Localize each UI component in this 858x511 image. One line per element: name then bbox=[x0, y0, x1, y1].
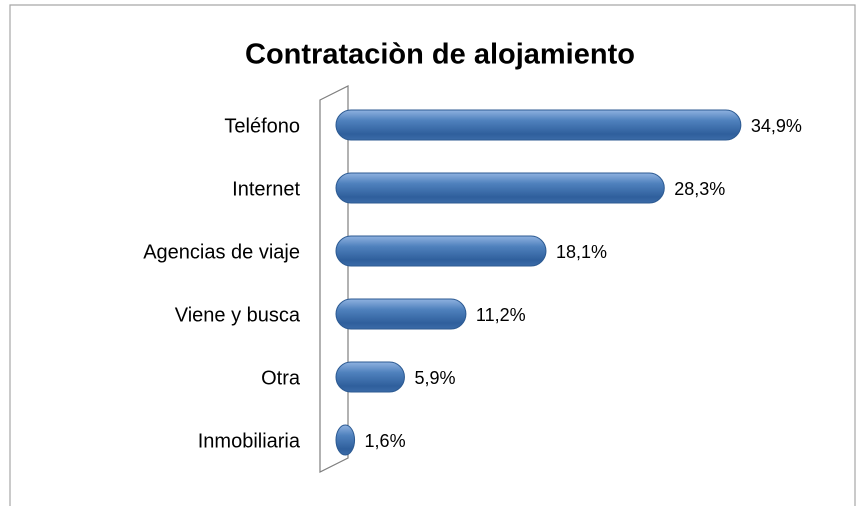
y-tick-label: Teléfono bbox=[224, 115, 300, 137]
y-tick-label: Inmobiliaria bbox=[198, 430, 301, 452]
data-label: 34,9% bbox=[751, 116, 802, 136]
bar bbox=[335, 424, 356, 456]
y-tick-label: Agencias de viaje bbox=[143, 241, 300, 263]
y-tick-label: Internet bbox=[232, 178, 300, 200]
data-label: 11,2% bbox=[476, 305, 526, 325]
bar bbox=[335, 361, 405, 393]
data-label: 28,3% bbox=[674, 179, 725, 199]
y-tick-label: Viene y busca bbox=[175, 304, 301, 326]
data-label: 1,6% bbox=[365, 431, 406, 451]
axis-wall bbox=[319, 85, 349, 473]
bar bbox=[335, 235, 547, 267]
data-label: 5,9% bbox=[414, 368, 455, 388]
data-label: 18,1% bbox=[556, 242, 607, 262]
bar bbox=[335, 298, 467, 330]
y-tick-label: Otra bbox=[261, 367, 301, 389]
bar bbox=[335, 109, 742, 141]
bar bbox=[335, 172, 665, 204]
chart-title: Contrataciòn de alojamiento bbox=[245, 39, 635, 71]
chart-frame bbox=[9, 4, 856, 506]
